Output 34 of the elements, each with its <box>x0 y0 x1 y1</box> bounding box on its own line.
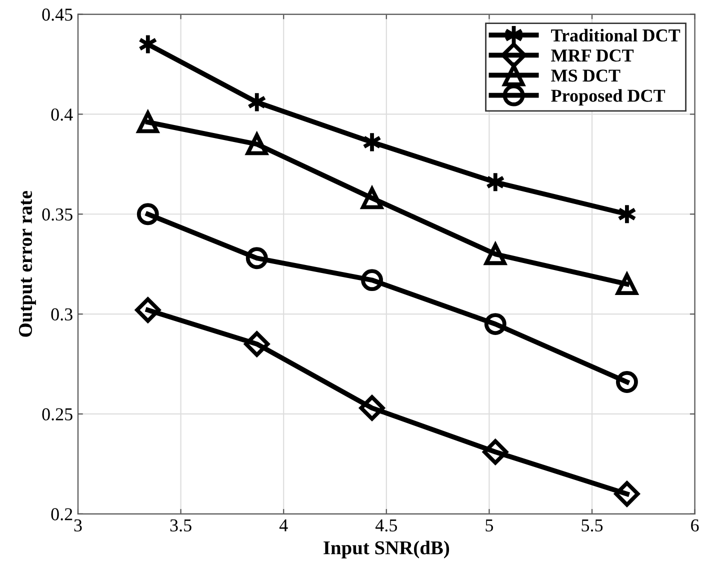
point <box>614 481 640 507</box>
x-tick-label: 5 <box>486 519 494 532</box>
x-tick-label: 6 <box>691 519 699 532</box>
x-tick-label: 5.5 <box>582 519 603 532</box>
point <box>247 91 267 114</box>
point <box>135 297 161 323</box>
x-tick-label: 4 <box>279 519 288 532</box>
point <box>359 395 385 421</box>
legend-label: MRF DCT <box>551 49 634 62</box>
point <box>136 203 159 226</box>
x-tick-label: 4.5 <box>375 519 397 532</box>
y-tick-label: 0.25 <box>42 408 72 420</box>
point <box>244 331 270 357</box>
point <box>362 131 382 154</box>
x-axis-title: Input SNR(dB) <box>324 540 450 558</box>
x-tick-label: 3 <box>74 519 82 532</box>
legend-label: Traditional DCT <box>551 28 680 42</box>
legend-label: Proposed DCT <box>551 89 666 106</box>
y-tick-label: 0.4 <box>51 108 73 121</box>
point <box>484 313 506 336</box>
point <box>486 171 506 194</box>
point <box>616 371 638 393</box>
point <box>361 269 383 292</box>
point <box>617 203 637 226</box>
y-tick-label: 0.35 <box>42 208 72 221</box>
point <box>246 247 268 270</box>
y-tick-label: 0.45 <box>42 8 72 21</box>
point <box>482 439 508 465</box>
point <box>138 33 158 56</box>
legend-label: MS DCT <box>551 70 620 82</box>
y-axis-title: Output error rate <box>18 190 36 337</box>
y-tick-label: 0.3 <box>51 308 72 321</box>
y-tick-label: 0.2 <box>51 508 72 520</box>
x-tick-label: 3.5 <box>170 519 192 532</box>
